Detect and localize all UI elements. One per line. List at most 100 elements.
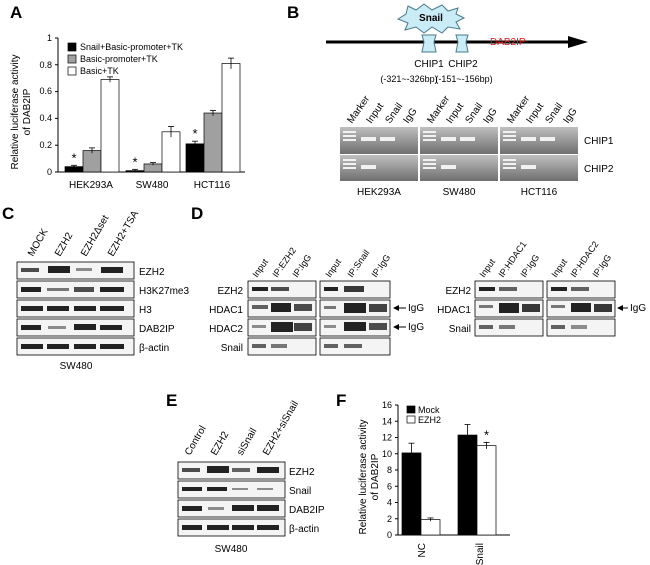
panel-a-bar-0-1 [82, 150, 102, 173]
c-row-4: β-actin [139, 343, 169, 354]
d-left-row-2: HDAC2 [209, 324, 243, 335]
b1-lane-snail: Snail [383, 101, 405, 126]
d-right-lane-5: IP:IgG [590, 253, 613, 280]
d-left-row-0: EZH2 [217, 286, 243, 297]
panel-f-legend-label-1: EZH2 [418, 415, 441, 425]
panel-f-ytick-8: 16 [382, 400, 392, 410]
e-row-0: EZH2 [289, 467, 315, 478]
panel-f-ytick-7: 14 [382, 416, 392, 426]
chip1-range: (-321~-326bp) [380, 74, 437, 84]
panel-f-xtick-0: NC [417, 543, 428, 557]
chip1-site [421, 34, 437, 53]
b2-lane-igg: IgG [481, 106, 499, 126]
panel-f-ytick-1: 2 [387, 514, 392, 524]
c-cell-label: SW480 [60, 361, 93, 372]
c-row-2: H3 [139, 305, 152, 316]
panel-a-ytick-1: 0.2 [39, 140, 52, 150]
c-blot-0 [16, 261, 135, 280]
panel-a-legend-label-0: Snail+Basic-promoter+TK [80, 42, 183, 52]
panel-a-bar-1-2 [161, 131, 181, 173]
panel-f-ytick-2: 4 [387, 498, 392, 508]
e-row-1: Snail [289, 486, 311, 497]
panel-f-ytick-0: 0 [387, 530, 392, 540]
panel-a-legend-swatch-2 [67, 66, 77, 76]
c-row-0: EZH2 [139, 267, 165, 278]
e-cell-label: SW480 [215, 544, 248, 555]
panel-a-ticks: 0 0.2 0.4 0.6 0.8 1 [39, 33, 58, 177]
panel-a-bar-2-0 [185, 143, 205, 173]
panel-b-promoter-diagram: Snail DAB2IP CHIP1 CHIP2 (-321~-326bp) (… [326, 3, 588, 84]
panel-f-bar-1-1 [476, 445, 497, 536]
d-left-lane-4: IP:Snail [345, 248, 371, 279]
panel-a-star-1: * [132, 154, 137, 169]
panel-e-western: Control EZH2 siSnail EZH2+siSnail EZH2 S… [177, 399, 325, 555]
chip2-range: (-151~-156bp) [435, 74, 492, 84]
panel-a-ytick-5: 1 [47, 33, 52, 43]
panel-a-ytick-2: 0.4 [39, 113, 52, 123]
e-lane-1: EZH2 [209, 429, 232, 457]
panel-f-bar-1-0 [457, 434, 478, 536]
panel-f-ylabel-2: of DAB2IP [370, 453, 381, 500]
e-lane-2: siSnail [235, 426, 259, 457]
b2-lane-snail: Snail [463, 101, 485, 126]
panel-a-ylabel-1: Relative luciferase activity [10, 54, 21, 169]
panel-a-star-0: * [71, 150, 76, 165]
panel-c-western: MOCK EZH2 EZH2Δset EZH2+TSA EZH2 H3K27me… [16, 209, 189, 372]
d-right-row-0: EZH2 [445, 286, 471, 297]
panel-f-legend: Mock EZH2 [406, 405, 441, 425]
b-cell-hct116: HCT116 [521, 187, 558, 198]
panel-f-legend-swatch-1 [406, 415, 416, 424]
panel-label-c: C [2, 204, 14, 223]
panel-a-bar-0-2 [100, 79, 120, 173]
e-lane-0: Control [183, 424, 209, 457]
panel-a-xtick-1: SW480 [136, 180, 169, 191]
b-cell-hek293a: HEK293A [357, 187, 401, 198]
panel-f-legend-swatch-0 [406, 405, 416, 414]
panel-a-star-2: * [192, 126, 197, 141]
promoter-arrow-head [568, 36, 588, 48]
d-right-row-1: HDAC1 [437, 305, 471, 316]
b-cell-sw480: SW480 [443, 187, 476, 198]
chip2-site [455, 34, 469, 53]
b3-lane-snail: Snail [543, 101, 565, 126]
c-lane-0: MOCK [26, 227, 51, 259]
panel-a-legend: Snail+Basic-promoter+TK Basic-promoter+T… [67, 42, 183, 76]
d-right-lane-0: Input [477, 257, 497, 280]
panel-label-e: E [166, 391, 177, 410]
panel-label-a: A [10, 3, 22, 22]
panel-a-legend-label-1: Basic-promoter+TK [80, 54, 158, 64]
d-left-row-1: HDAC1 [209, 305, 243, 316]
panel-a-legend-label-2: Basic+TK [80, 66, 119, 76]
e-row-3: β-actin [289, 524, 319, 535]
panel-a-bar-2-2 [221, 63, 241, 173]
panel-label-b: B [287, 3, 299, 22]
b-row-chip2: CHIP2 [584, 164, 614, 175]
d-left-lane-3: Input [323, 257, 343, 280]
gene-label: DAB2IP [490, 37, 526, 48]
d-left-lane-5: IP:IgG [369, 253, 392, 280]
panel-d-coip-right: Input IP:HDAC1 IP:IgG Input IP:HDAC2 IP:… [437, 239, 646, 337]
panel-a-chart: Relative luciferase activity of DAB2IP 0… [10, 33, 245, 191]
panel-a-legend-swatch-0 [67, 42, 77, 52]
d-right-igg: IgG [630, 303, 646, 314]
c-lane-3: EZH2+TSA [106, 209, 141, 259]
panel-label-d: D [191, 204, 203, 223]
chip1-name: CHIP1 [414, 59, 444, 70]
panel-f-ytick-3: 6 [387, 481, 392, 491]
panel-f-bar-0-1 [420, 519, 441, 536]
panel-a-ytick-3: 0.6 [39, 86, 52, 96]
panel-f-star-1: * [484, 427, 489, 442]
c-row-3: DAB2IP [139, 324, 175, 335]
panel-f-ticks: 0 2 4 6 8 10 12 14 16 [382, 400, 398, 540]
gel-bands [343, 131, 555, 169]
panel-b-lane-labels: Marker Input Snail IgG Marker Input Snai… [345, 93, 579, 125]
panel-f-bars: * [401, 424, 497, 536]
snail-factor-shape [396, 3, 466, 34]
d-right-row-2: Snail [449, 324, 471, 335]
b3-lane-igg: IgG [561, 106, 579, 126]
panel-f-ylabel-1: Relative luciferase activity [358, 419, 369, 534]
panel-f-ytick-4: 8 [387, 465, 392, 475]
panel-label-f: F [336, 391, 346, 410]
b1-lane-igg: IgG [401, 106, 419, 126]
panel-a-bar-2-1 [203, 112, 223, 173]
